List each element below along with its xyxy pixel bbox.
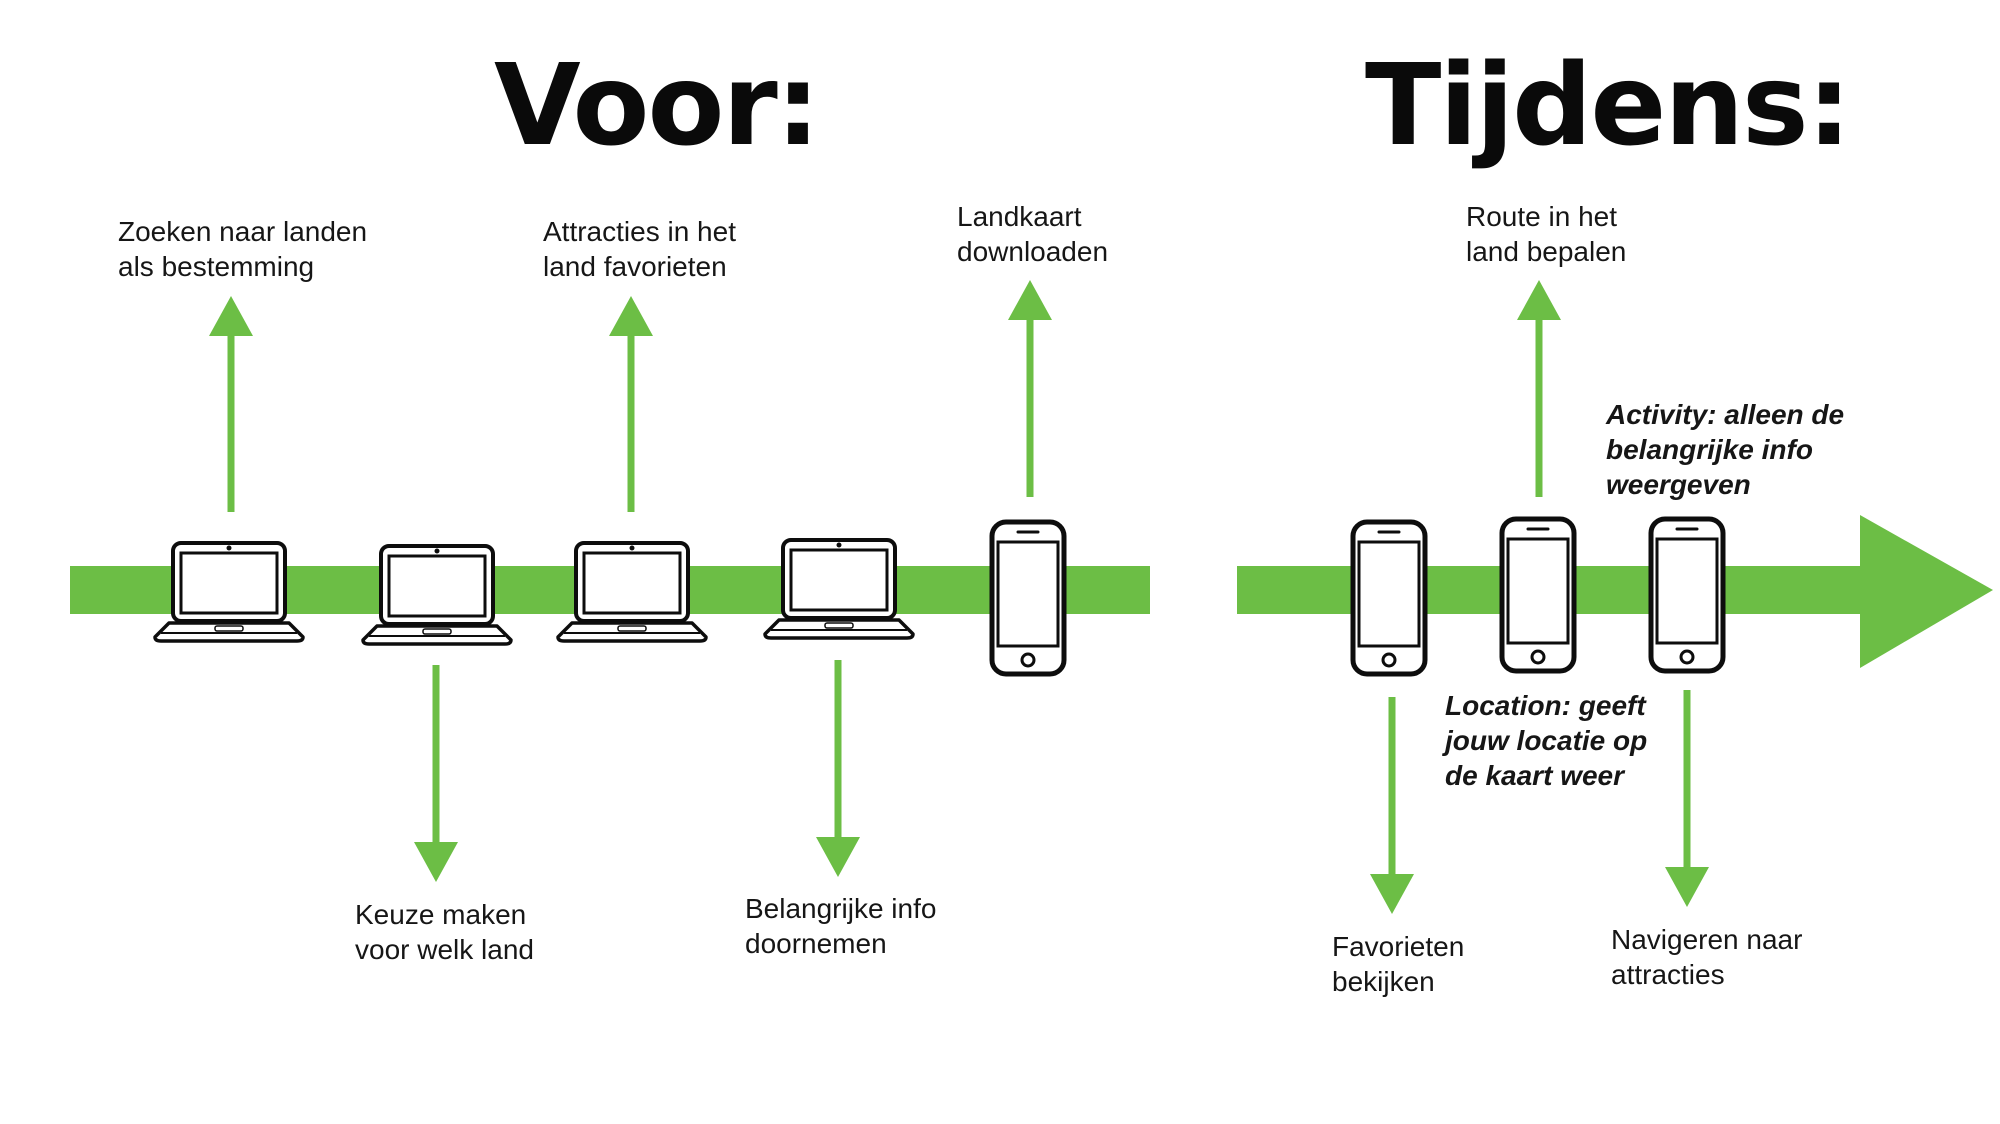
arrow-up-route	[1517, 280, 1561, 497]
note-location: Location: geeft jouw locatie op de kaart…	[1445, 690, 1648, 791]
step-label-favorieten-bekijken: Favorieten bekijken	[1332, 931, 1465, 997]
laptop-icon-3	[556, 541, 708, 643]
laptop-icon-1	[153, 541, 305, 643]
arrow-up-zoeken	[209, 296, 253, 512]
laptop-icon-4	[763, 538, 915, 640]
heading-tijdens: Tijdens:	[1365, 41, 1851, 171]
smartphone-icon-1	[989, 519, 1067, 677]
arrow-down-navigeren	[1665, 690, 1709, 907]
arrow-down-belangrijke-info	[816, 660, 860, 877]
smartphone-icon-4	[1648, 516, 1726, 674]
smartphone-icon-3	[1499, 516, 1577, 674]
heading-voor: Voor:	[494, 41, 820, 171]
arrow-up-landkaart	[1008, 280, 1052, 497]
arrow-down-favorieten	[1370, 697, 1414, 914]
smartphone-icon-2	[1350, 519, 1428, 677]
arrow-down-keuze	[414, 665, 458, 882]
laptop-icon-2	[361, 544, 513, 646]
note-activity: Activity: alleen de belangrijke info wee…	[1606, 399, 1845, 500]
step-label-attracties-favorieten: Attracties in het land favorieten	[543, 216, 736, 282]
timeline-arrowhead	[1860, 515, 1993, 668]
step-label-zoeken-naar-landen: Zoeken naar landen als bestemming	[118, 216, 368, 282]
step-label-keuze-maken: Keuze maken voor welk land	[355, 899, 534, 965]
step-label-landkaart-downloaden: Landkaart downloaden	[957, 201, 1109, 267]
step-label-navigeren-attracties: Navigeren naar attracties	[1611, 924, 1803, 990]
step-label-belangrijke-info: Belangrijke info doornemen	[745, 893, 937, 959]
step-label-route-bepalen: Route in het land bepalen	[1466, 201, 1627, 267]
arrow-up-attracties	[609, 296, 653, 512]
